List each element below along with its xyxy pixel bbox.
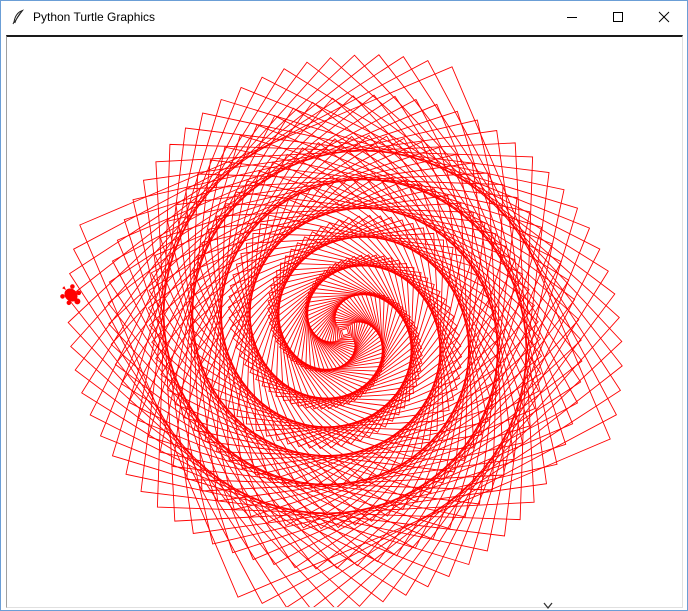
spiral-square: [151, 138, 539, 526]
spiral-square: [186, 173, 504, 491]
spiral-square: [240, 227, 450, 437]
spiral-square: [267, 254, 423, 410]
spiral-square: [219, 206, 471, 458]
spiral-square: [306, 293, 384, 371]
spiral-square: [110, 97, 580, 567]
close-icon: [658, 11, 670, 22]
spiral-square: [278, 265, 412, 399]
spiral-square: [107, 94, 583, 570]
spiral-square: [72, 59, 618, 605]
spiral-square: [147, 134, 543, 530]
spiral-squares: [67, 54, 623, 607]
spiral-square: [321, 308, 369, 356]
spiral-square: [282, 269, 408, 395]
spiral-square: [120, 107, 570, 557]
minimize-button[interactable]: [549, 1, 595, 32]
spiral-square: [147, 134, 543, 530]
spiral-square: [148, 135, 542, 529]
spiral-square: [68, 55, 622, 607]
close-button[interactable]: [641, 1, 687, 32]
spiral-square: [239, 226, 451, 438]
spiral-square: [99, 86, 591, 578]
spiral-square: [340, 327, 350, 337]
spiral-square: [311, 298, 379, 366]
spiral-square: [111, 98, 579, 566]
spiral-square: [268, 255, 422, 409]
spiral-square: [67, 54, 623, 607]
spiral-square: [150, 137, 540, 527]
spiral-square: [199, 186, 491, 478]
spiral-square: [295, 282, 395, 382]
minimize-icon: [567, 16, 577, 18]
spiral-square: [268, 255, 422, 409]
spiral-square: [81, 68, 609, 596]
title-bar[interactable]: Python Turtle Graphics: [1, 1, 687, 32]
spiral-square: [142, 129, 548, 535]
spiral-square: [337, 324, 353, 340]
spiral-square: [272, 259, 418, 405]
spiral-square: [306, 293, 384, 371]
spiral-square: [339, 326, 351, 338]
spiral-square: [148, 135, 542, 529]
spiral-square: [155, 142, 535, 522]
caption-buttons: [549, 1, 687, 32]
spiral-square: [172, 159, 518, 505]
spiral-square: [267, 254, 423, 410]
spiral-square: [183, 170, 507, 494]
maximize-button[interactable]: [595, 1, 641, 32]
turtle-icon: [60, 284, 82, 306]
spiral-square: [67, 54, 623, 607]
spiral-square: [196, 183, 494, 481]
feather-icon: [10, 8, 26, 25]
spiral-square: [174, 161, 516, 503]
turtle-canvas[interactable]: [6, 35, 683, 608]
spiral-square: [255, 242, 435, 422]
spiral-square: [114, 101, 576, 563]
spiral-square: [304, 291, 386, 373]
chevron-down-icon: [543, 602, 553, 610]
spiral-square: [336, 323, 354, 341]
spiral-square: [291, 278, 399, 386]
spiral-square: [335, 322, 355, 342]
spiral-square: [156, 143, 534, 521]
spiral-square: [108, 95, 582, 569]
spiral-square: [154, 141, 536, 523]
spiral-square: [244, 231, 446, 433]
spiral-square: [189, 176, 501, 488]
spiral-square: [154, 141, 536, 523]
spiral-square: [332, 319, 358, 345]
spiral-square: [159, 146, 531, 518]
spiral-square: [261, 248, 429, 416]
spiral-square: [70, 57, 620, 607]
spiral-square: [228, 215, 462, 449]
spiral-square: [193, 180, 497, 484]
spiral-square: [159, 146, 531, 518]
spiral-square: [272, 259, 418, 405]
spiral-square: [315, 302, 375, 362]
spiral-square: [160, 147, 530, 517]
spiral-square: [74, 61, 616, 603]
spiral-square: [79, 66, 611, 598]
spiral-square: [189, 176, 501, 488]
spiral-square: [166, 153, 524, 511]
spiral-square: [89, 76, 601, 588]
spiral-square: [329, 316, 361, 348]
spiral-square: [267, 254, 423, 410]
spiral-square: [111, 98, 579, 566]
spiral-square: [305, 292, 385, 372]
window-title: Python Turtle Graphics: [33, 9, 156, 24]
spiral-square: [125, 112, 565, 552]
maximize-icon: [613, 11, 623, 22]
spiral-drawing: [60, 54, 623, 607]
spiral-square: [268, 255, 422, 409]
spiral-square: [140, 127, 550, 537]
